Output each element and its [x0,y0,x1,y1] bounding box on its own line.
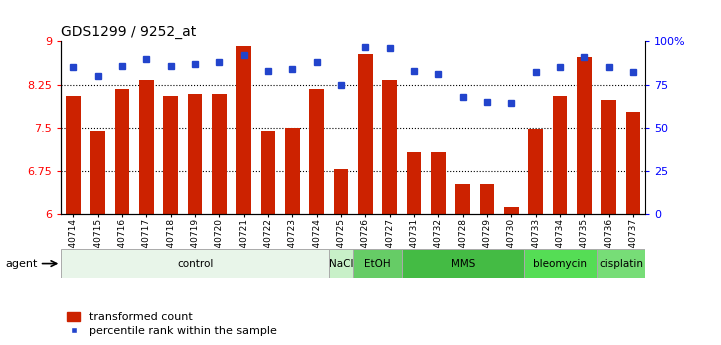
Bar [212,94,226,214]
Bar [91,130,105,214]
Text: EtOH: EtOH [364,259,391,268]
Bar [431,152,446,214]
Bar [382,80,397,214]
Bar [596,249,645,278]
Bar [236,46,251,214]
Bar [479,184,495,214]
Bar [456,184,470,214]
Bar [353,249,402,278]
Bar [523,249,597,278]
Bar [139,80,154,214]
Bar [504,207,519,214]
Bar [329,249,353,278]
Bar [66,96,81,214]
Bar [626,111,640,214]
Bar [61,249,329,278]
Bar [358,54,373,214]
Bar [115,89,130,214]
Bar [309,89,324,214]
Legend: transformed count, percentile rank within the sample: transformed count, percentile rank withi… [67,312,277,336]
Bar [528,129,543,214]
Text: NaCl: NaCl [329,259,353,268]
Text: control: control [177,259,213,268]
Bar [187,94,203,214]
Bar [553,96,567,214]
Text: bleomycin: bleomycin [533,259,587,268]
Text: GDS1299 / 9252_at: GDS1299 / 9252_at [61,25,197,39]
Bar [402,249,523,278]
Bar [601,100,616,214]
Bar [164,96,178,214]
Text: agent: agent [6,259,38,268]
Text: MMS: MMS [451,259,475,268]
Bar [407,152,421,214]
Bar [261,130,275,214]
Text: cisplatin: cisplatin [599,259,643,268]
Bar [577,58,592,214]
Bar [285,128,300,214]
Bar [334,169,348,214]
